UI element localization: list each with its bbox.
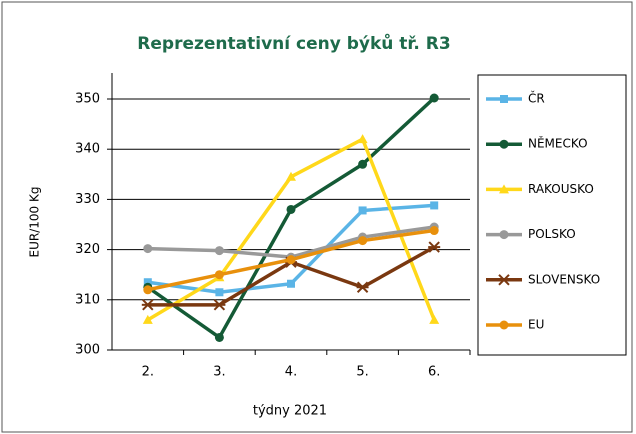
marker (286, 204, 296, 214)
legend-label: POLSKO (528, 227, 576, 241)
marker (499, 230, 509, 240)
marker (286, 255, 296, 265)
marker (498, 274, 510, 286)
marker (500, 95, 508, 103)
marker (358, 206, 367, 215)
legend-label: RAKOUSKO (528, 182, 594, 196)
marker (429, 93, 439, 103)
y-tick-label: 340 (75, 142, 100, 157)
x-tick-label: 3. (213, 365, 225, 380)
marker (499, 320, 509, 330)
marker (287, 279, 295, 288)
legend-label: NĚMECKO (528, 136, 588, 151)
legend-label: ČR (528, 91, 545, 106)
marker (430, 201, 439, 210)
y-tick-label: 300 (75, 343, 100, 358)
x-tick-label: 4. (285, 365, 297, 380)
chart-title: Reprezentativní ceny býků tř. R3 (137, 32, 450, 54)
marker (141, 299, 154, 311)
legend-label: SLOVENSKO (528, 272, 600, 286)
legend-box (477, 74, 627, 356)
y-tick-label: 330 (75, 192, 100, 207)
marker (429, 314, 440, 324)
marker (499, 184, 509, 194)
marker (143, 285, 153, 295)
y-tick-label: 350 (75, 92, 100, 107)
x-axis-label: týdny 2021 (253, 404, 327, 419)
y-tick-label: 320 (75, 242, 100, 257)
marker (429, 226, 439, 236)
marker (214, 332, 224, 342)
y-axis-label: EUR/100 Kg (28, 187, 42, 258)
marker (358, 236, 368, 246)
marker (357, 134, 368, 144)
marker (356, 281, 369, 293)
y-tick-label: 310 (75, 292, 100, 307)
marker (213, 299, 226, 311)
marker (214, 270, 224, 280)
marker (142, 314, 153, 324)
marker (358, 159, 368, 169)
x-tick-label: 5. (356, 365, 368, 380)
marker (286, 171, 296, 181)
marker (499, 139, 509, 149)
x-tick-label: 2. (142, 365, 154, 380)
marker (214, 246, 224, 256)
legend-label: EU (528, 318, 544, 332)
marker (428, 241, 441, 253)
x-tick-label: 6. (428, 365, 440, 380)
marker (143, 278, 152, 287)
marker (143, 244, 153, 254)
marker (215, 288, 224, 297)
